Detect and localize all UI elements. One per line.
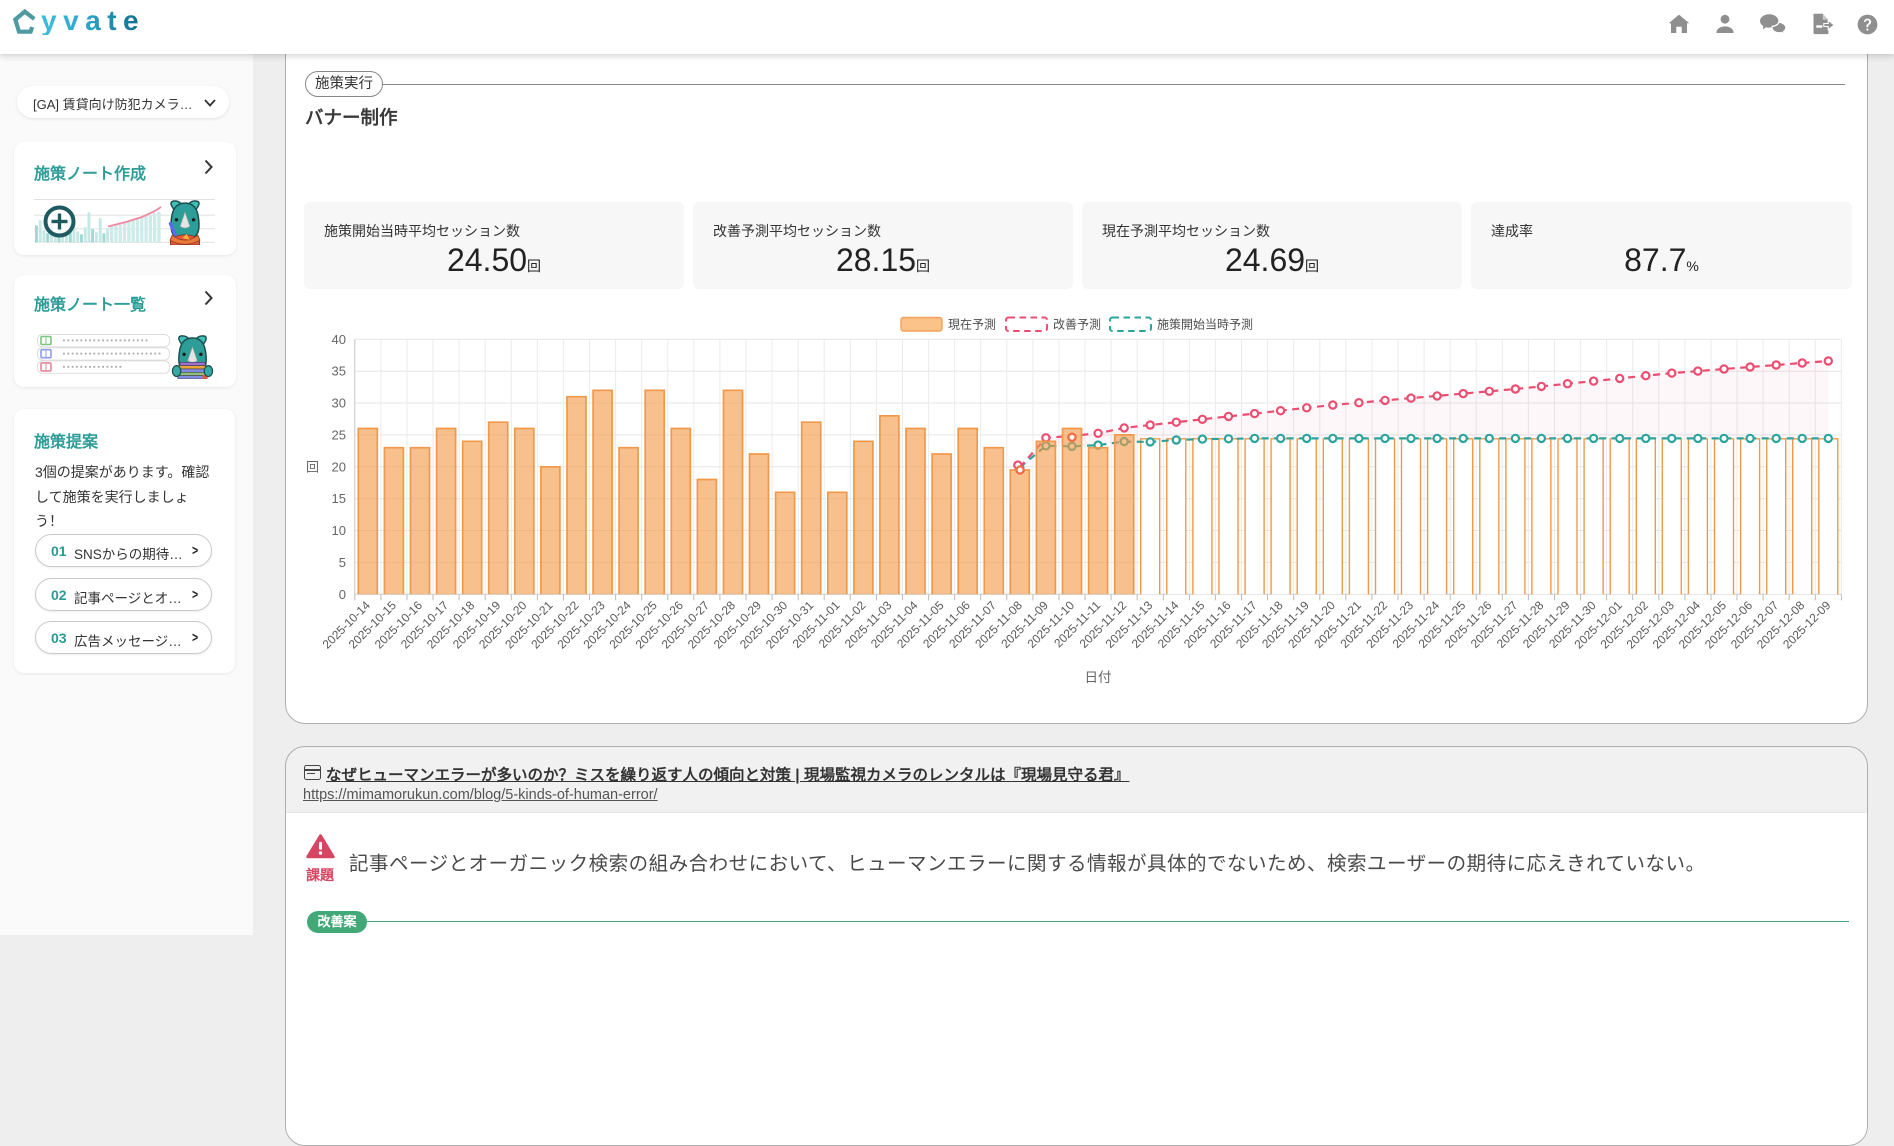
svg-text:20: 20 bbox=[332, 459, 346, 474]
svg-text:日付: 日付 bbox=[1085, 670, 1112, 685]
svg-text:30: 30 bbox=[332, 396, 346, 411]
svg-text:40: 40 bbox=[332, 332, 346, 347]
svg-text:35: 35 bbox=[332, 364, 346, 379]
svg-text:現在予測: 現在予測 bbox=[948, 318, 996, 332]
svg-text:施策開始当時予測: 施策開始当時予測 bbox=[1157, 318, 1253, 332]
svg-text:15: 15 bbox=[332, 491, 346, 506]
svg-text:10: 10 bbox=[332, 523, 346, 538]
svg-text:改善予測: 改善予測 bbox=[1053, 317, 1101, 332]
svg-text:回: 回 bbox=[306, 459, 319, 474]
svg-text:25: 25 bbox=[332, 427, 346, 442]
svg-text:0: 0 bbox=[339, 587, 346, 602]
svg-text:5: 5 bbox=[339, 555, 346, 570]
